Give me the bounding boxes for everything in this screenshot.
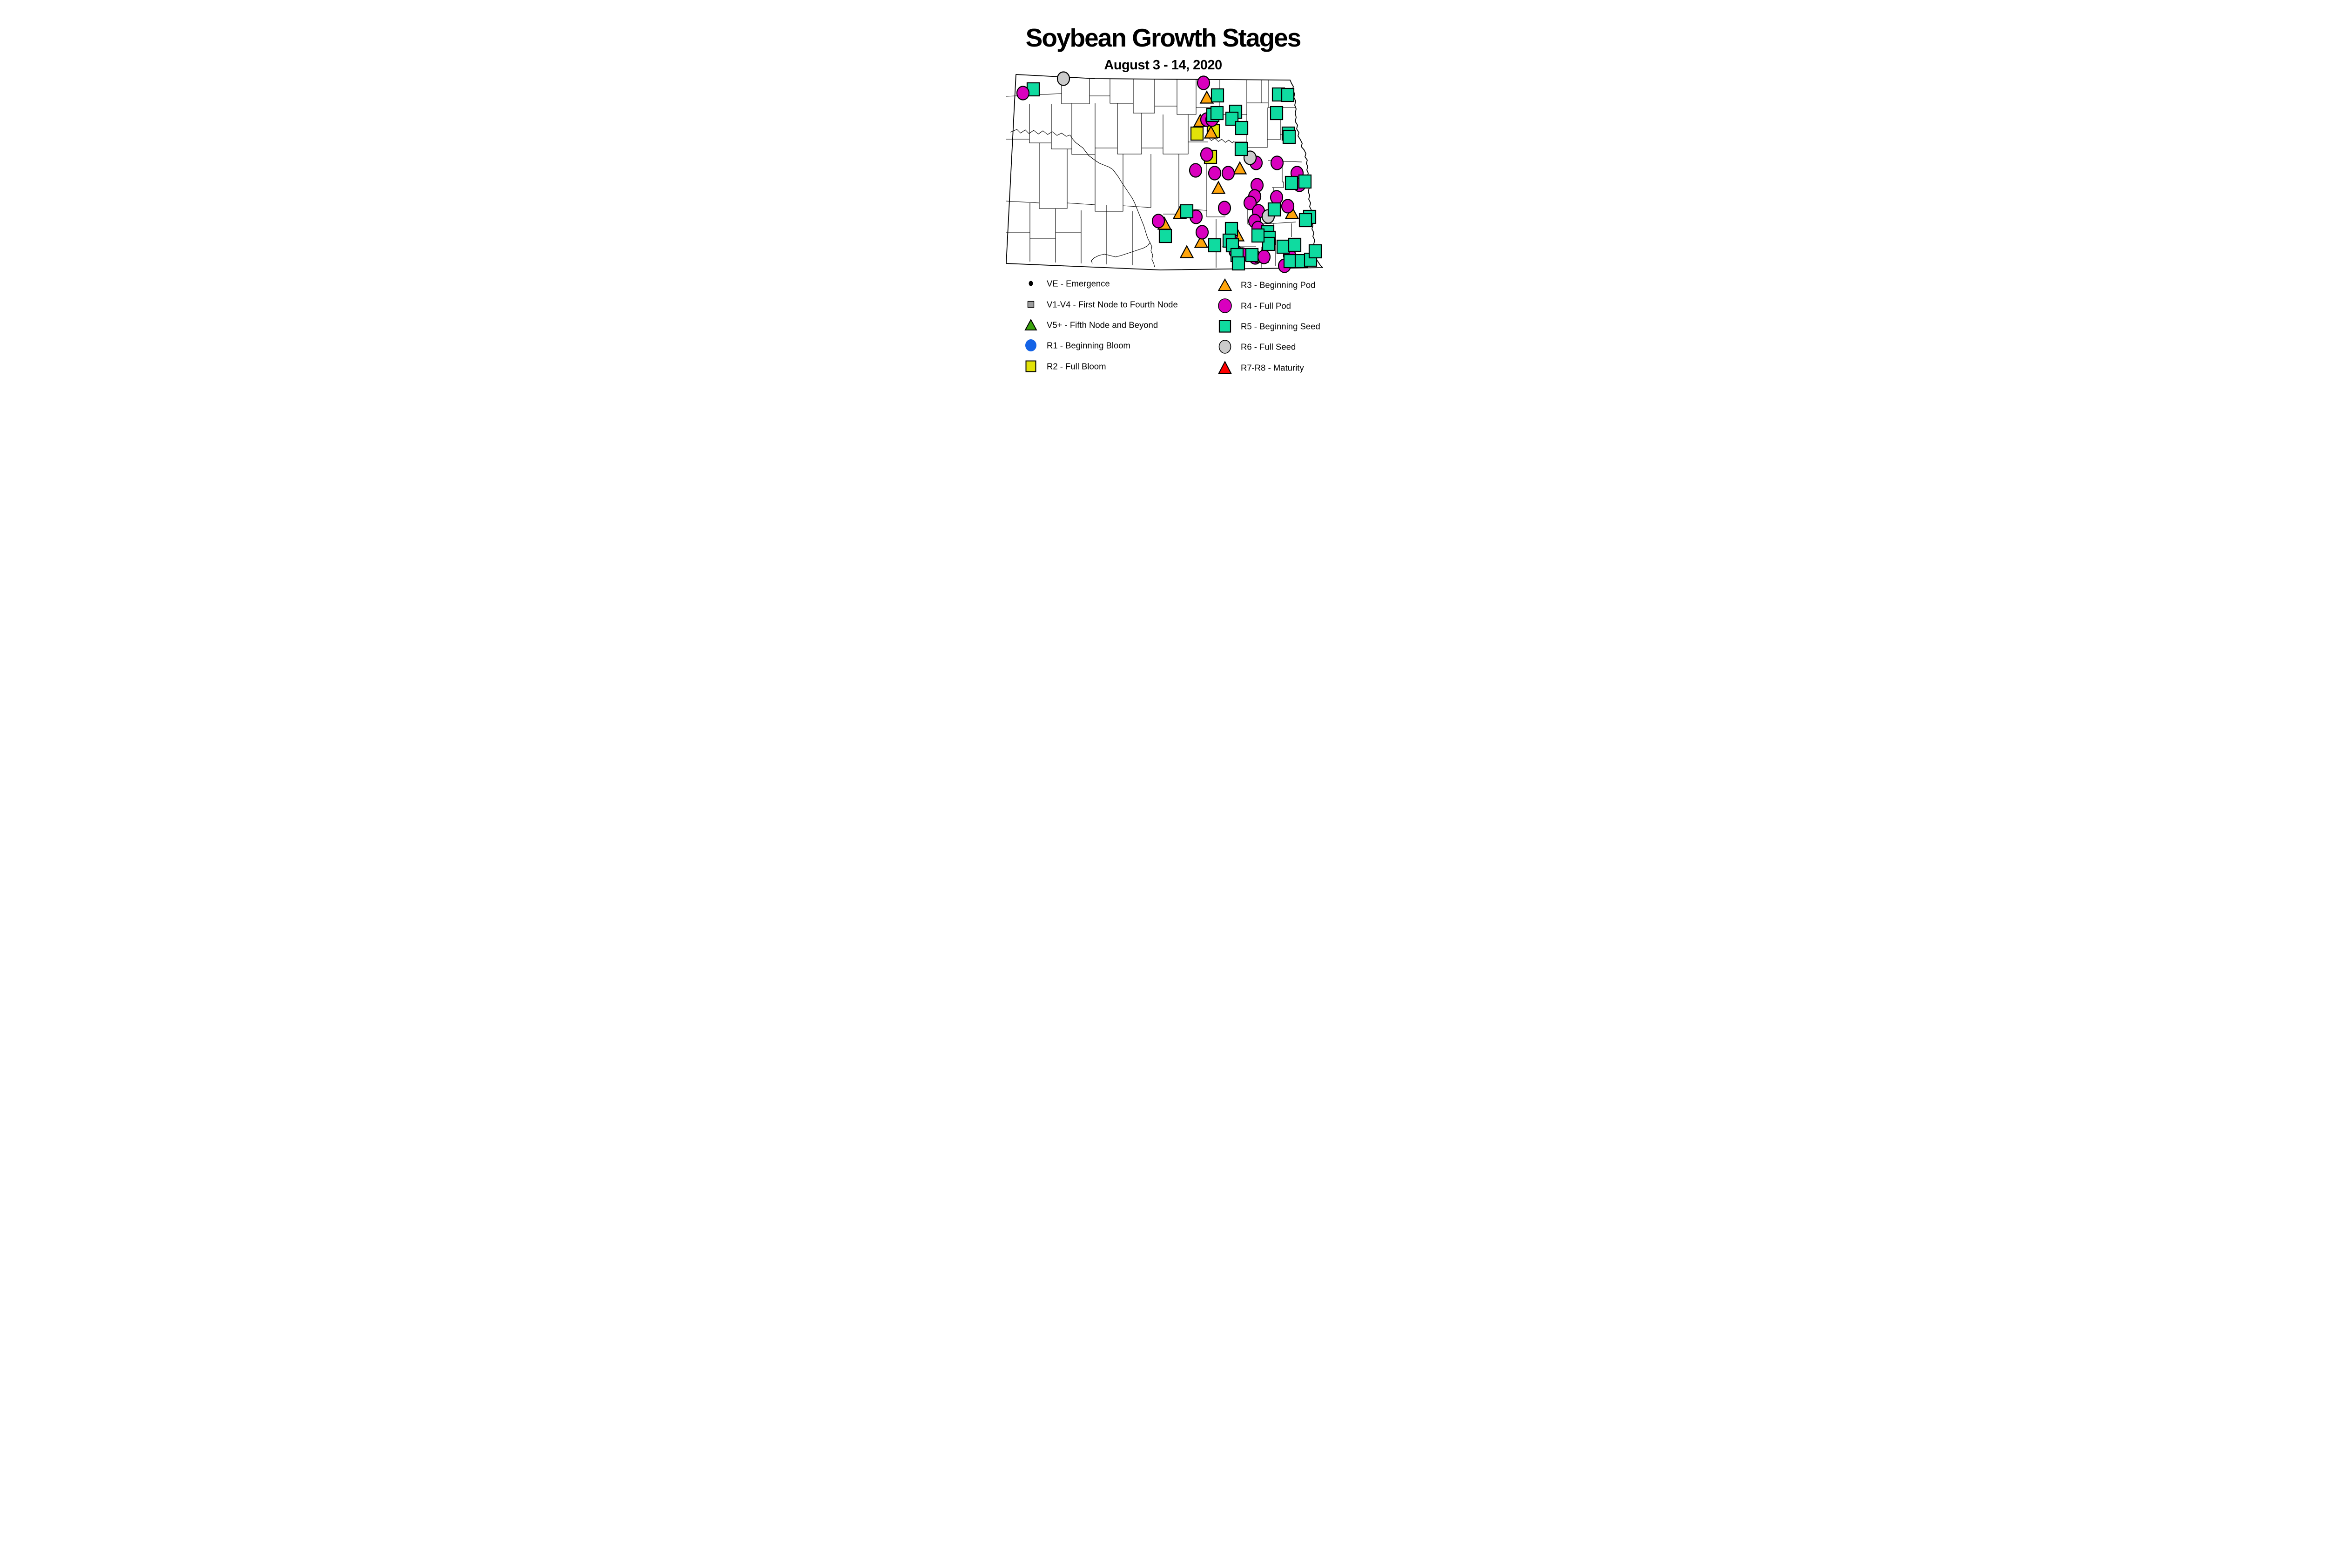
page-subtitle: August 3 - 14, 2020 [1104,58,1222,73]
page: Soybean Growth Stages August 3 - 14, 202… [788,0,1539,392]
marker-R2-legend-swatch [1025,360,1036,372]
marker-R5-map-point [1158,229,1172,243]
marker-R6-map-point [1056,71,1070,86]
marker-V5+-legend-swatch [1024,318,1037,330]
marker-R4-map-point [1200,147,1214,162]
markers-layer [1016,71,1322,273]
marker-R5-map-point [1026,82,1040,97]
marker-R3-map-point [1199,90,1214,104]
legend-item-label: R3 - Beginning Pod [1241,280,1315,290]
legend-item-label: R7-R8 - Maturity [1241,363,1304,373]
legend-item-label: R5 - Beginning Seed [1241,322,1320,331]
legend-item-V5+: V5+ - Fifth Node and Beyond [1024,318,1158,330]
page-title: Soybean Growth Stages [1026,23,1301,52]
marker-R5-map-point [1251,228,1265,243]
marker-R4-map-point [1243,195,1257,210]
legend-item-R6: R6 - Full Seed [1218,340,1296,354]
marker-R1-legend-swatch [1025,339,1036,351]
marker-R6-legend-swatch [1218,340,1231,354]
marker-R5-map-point [1281,87,1295,102]
marker-R3-map-point [1204,125,1218,139]
marker-R4-map-point [1016,86,1030,101]
marker-R4-map-point [1270,190,1284,205]
marker-R3-map-point [1211,181,1226,194]
marker-R5-map-point [1298,213,1312,228]
marker-R4-map-point [1208,166,1222,181]
legend-item-V1-V4: V1-V4 - First Node to Fourth Node [1027,300,1178,310]
legend-item-label: V1-V4 - First Node to Fourth Node [1047,300,1178,310]
marker-R5-map-point [1211,88,1224,103]
marker-R5-map-point [1210,106,1224,121]
legend-item-label: R2 - Full Bloom [1047,362,1106,371]
marker-VE-legend-swatch [1029,281,1033,286]
legend-item-R4: R4 - Full Pod [1218,298,1291,313]
marker-R5-map-point [1245,248,1259,262]
marker-R3-map-point [1194,235,1209,248]
missouri-river-line [1010,129,1234,268]
legend: VE - Emergence V1-V4 - First Node to Four… [1024,278,1320,374]
marker-R7-R8-legend-swatch [1217,360,1232,374]
marker-R5-map-point [1234,141,1248,156]
marker-R4-map-point [1189,163,1203,178]
marker-R5-map-point [1180,204,1194,219]
legend-item-label: R4 - Full Pod [1241,301,1291,311]
legend-item-label: R6 - Full Seed [1241,342,1296,352]
marker-V1-V4-legend-swatch [1027,301,1035,308]
marker-R5-map-point [1276,239,1290,254]
marker-R4-map-point [1195,225,1209,240]
marker-R5-map-point [1282,129,1296,144]
legend-item-label: R1 - Beginning Bloom [1047,341,1130,350]
marker-R5-map-point [1235,121,1249,135]
marker-R3-legend-swatch [1217,278,1232,291]
marker-R5-map-point [1285,175,1298,190]
state-map [1006,71,1323,273]
legend-item-R5: R5 - Beginning Seed [1218,320,1320,333]
marker-R2-map-point [1190,126,1204,141]
marker-R5-legend-swatch [1218,320,1231,333]
marker-R5-map-point [1298,174,1312,189]
marker-R5-map-point [1208,238,1222,253]
legend-item-R2: R2 - Full Bloom [1025,360,1106,372]
marker-R3-map-point [1179,245,1194,258]
marker-R5-map-point [1308,244,1322,259]
legend-item-R3: R3 - Beginning Pod [1217,278,1315,291]
marker-R5-map-point [1283,254,1297,269]
legend-item-label: V5+ - Fifth Node and Beyond [1047,320,1158,330]
marker-R4-map-point [1257,249,1271,264]
marker-R5-map-point [1262,236,1276,251]
legend-item-R7-R8: R7-R8 - Maturity [1217,360,1304,374]
marker-R3-map-point [1232,161,1247,175]
soybean-growth-map-figure: Soybean Growth Stages August 3 - 14, 202… [1006,23,1323,374]
marker-R5-map-point [1288,237,1302,252]
legend-item-VE: VE - Emergence [1029,279,1110,289]
marker-R4-legend-swatch [1218,298,1232,313]
marker-R5-map-point [1224,222,1238,236]
marker-R4-map-point [1281,199,1295,214]
legend-item-R1: R1 - Beginning Bloom [1025,339,1130,351]
marker-R4-map-point [1217,201,1231,215]
marker-R4-map-point [1221,166,1235,181]
marker-R4-map-point [1197,75,1211,90]
marker-R5-map-point [1231,256,1245,271]
marker-R5-map-point [1267,202,1281,217]
marker-R5-map-point [1270,106,1284,121]
marker-R4-map-point [1270,155,1284,170]
legend-item-label: VE - Emergence [1047,279,1110,289]
marker-R4-map-point [1151,214,1165,229]
